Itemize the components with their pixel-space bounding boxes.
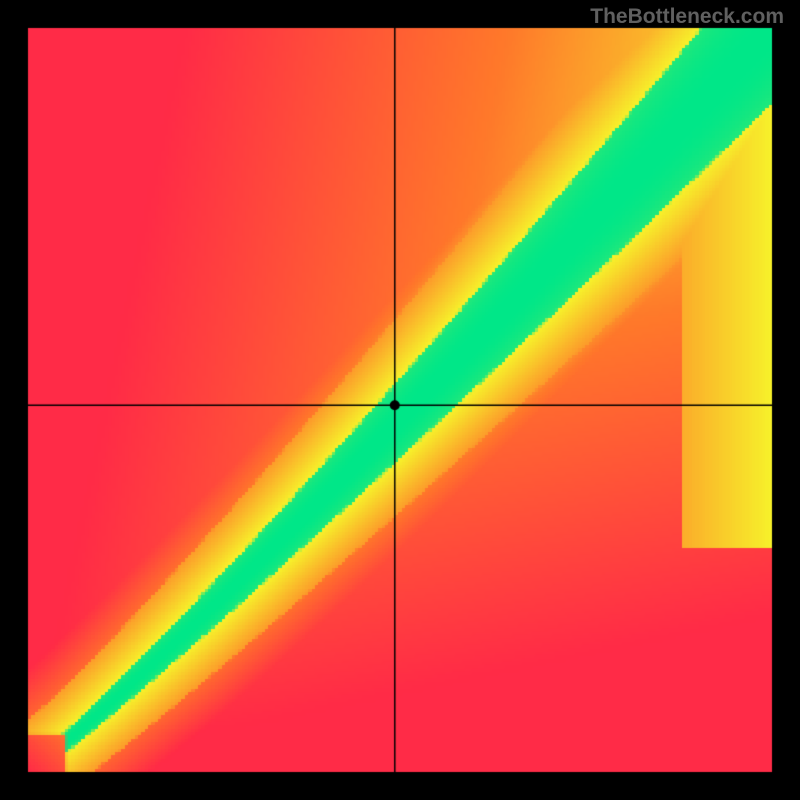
heatmap-canvas	[0, 0, 800, 800]
chart-container: TheBottleneck.com	[0, 0, 800, 800]
watermark-text: TheBottleneck.com	[590, 5, 784, 29]
